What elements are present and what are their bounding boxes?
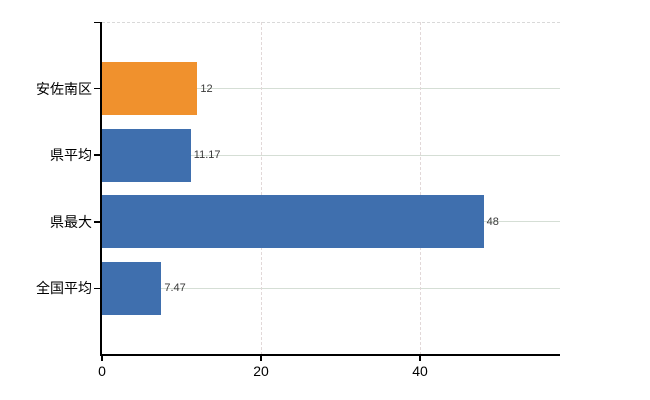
bar-value-label: 11.17	[193, 149, 221, 162]
bar-value-label: 7.47	[164, 282, 186, 295]
bar-0	[102, 62, 198, 116]
vertical-gridline	[260, 22, 262, 355]
bar-value-label: 12	[200, 82, 213, 95]
y-axis-tick	[94, 87, 101, 90]
y-axis-line	[100, 22, 102, 355]
x-axis-tick	[101, 355, 103, 361]
bar-1	[102, 128, 191, 182]
plot-top-border	[102, 22, 560, 23]
x-axis-tick	[260, 355, 262, 361]
horizontal-gridline	[102, 287, 560, 289]
y-axis-tick	[94, 221, 101, 223]
x-tick-label-0: 0	[98, 363, 106, 379]
category-label-3: 全国平均	[36, 280, 92, 297]
category-label-1: 県平均	[50, 147, 92, 164]
x-axis-tick	[419, 355, 421, 361]
category-label-0: 安佐南区	[36, 80, 92, 97]
y-axis-tick	[94, 154, 101, 156]
horizontal-gridline	[102, 154, 560, 156]
bar-3	[102, 261, 162, 315]
horizontal-gridline	[102, 88, 560, 90]
y-axis-top-tick	[94, 21, 102, 23]
category-label-2: 県最大	[50, 213, 92, 230]
bar-2	[102, 195, 484, 249]
vertical-gridline	[419, 22, 421, 355]
x-tick-label-2: 40	[412, 363, 428, 379]
y-axis-tick	[94, 287, 101, 290]
x-tick-label-1: 20	[253, 363, 269, 379]
bar-value-label: 48	[486, 215, 499, 228]
plot-area: 12 11.17 48 7.47	[102, 22, 560, 355]
x-axis-line	[100, 354, 560, 356]
